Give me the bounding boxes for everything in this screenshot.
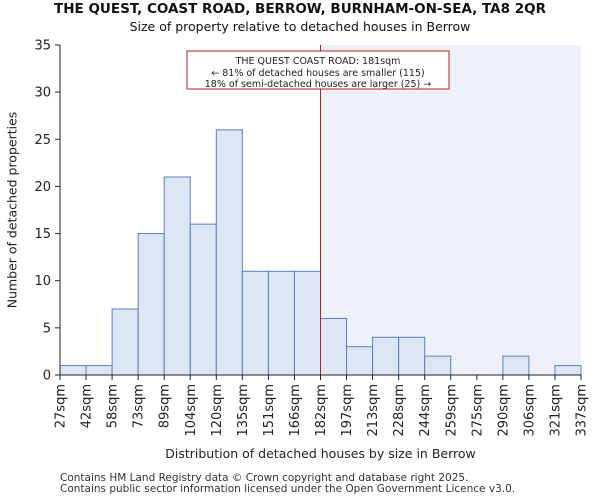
x-tick-label-89sqm: 89sqm (158, 384, 173, 428)
y-tick-label-0: 0 (43, 369, 51, 384)
y-tick-label-15: 15 (34, 227, 51, 242)
annotation-line-0: THE QUEST COAST ROAD: 181sqm (235, 56, 401, 67)
x-tick-label-306sqm: 306sqm (522, 384, 537, 437)
y-axis-label: Number of detached properties (5, 112, 20, 309)
x-tick-label-259sqm: 259sqm (444, 384, 459, 437)
x-axis-label: Distribution of detached houses by size … (165, 446, 476, 461)
x-tick-label-228sqm: 228sqm (392, 384, 407, 437)
bar-197sqm (346, 346, 374, 376)
bar-58sqm (111, 308, 139, 376)
chart-subtitle: Size of property relative to detached ho… (129, 19, 471, 34)
annotation-line-1: ← 81% of detached houses are smaller (11… (211, 68, 424, 79)
bar-27sqm (59, 365, 87, 376)
x-tick-label-213sqm: 213sqm (366, 384, 381, 437)
bar-73sqm (137, 233, 165, 376)
bar-104sqm (189, 223, 217, 376)
bar-321sqm (554, 365, 582, 376)
bar-290sqm (502, 355, 530, 376)
x-tick-label-151sqm: 151sqm (262, 384, 277, 437)
x-tick-label-135sqm: 135sqm (236, 384, 251, 437)
bar-89sqm (163, 176, 191, 376)
x-tick-label-104sqm: 104sqm (184, 384, 199, 437)
x-tick-label-42sqm: 42sqm (80, 384, 95, 428)
y-tick-label-25: 25 (34, 133, 51, 148)
x-tick-label-27sqm: 27sqm (54, 384, 69, 428)
x-tick-label-73sqm: 73sqm (132, 384, 147, 428)
x-tick-label-244sqm: 244sqm (418, 384, 433, 437)
y-tick-label-5: 5 (43, 321, 51, 336)
x-tick-label-275sqm: 275sqm (470, 384, 485, 437)
annotation-line-2: 18% of semi-detached houses are larger (… (205, 79, 432, 90)
x-tick-label-166sqm: 166sqm (288, 384, 303, 437)
x-tick-label-58sqm: 58sqm (106, 384, 121, 428)
footer-copyright: Contains HM Land Registry data © Crown c… (60, 472, 469, 484)
bars-group (59, 129, 582, 376)
y-tick-label-35: 35 (34, 39, 51, 54)
bar-166sqm (293, 270, 322, 376)
y-tick-label-30: 30 (34, 86, 51, 101)
bar-213sqm (372, 336, 400, 376)
x-tick-label-197sqm: 197sqm (340, 384, 355, 437)
annotation-rect (186, 50, 450, 90)
footer-licence: Contains public sector information licen… (60, 483, 516, 495)
annotation-box: THE QUEST COAST ROAD: 181sqm ← 81% of de… (186, 50, 450, 90)
bar-151sqm (267, 270, 295, 376)
x-tick-label-290sqm: 290sqm (496, 384, 511, 437)
x-tick-label-182sqm: 182sqm (314, 384, 329, 437)
highlight-region (320, 45, 581, 375)
bar-182sqm (320, 317, 348, 376)
axes-group: 0 5 10 15 20 25 30 35 27sqm 42sqm 58sqm 73sqm 89sqm 1… (34, 39, 589, 437)
x-tick-label-337sqm: 337sqm (575, 384, 590, 437)
x-tick-label-321sqm: 321sqm (548, 384, 563, 437)
y-tick-label-10: 10 (34, 274, 51, 289)
chart-title: THE QUEST, COAST ROAD, BERROW, BURNHAM-O… (54, 1, 546, 17)
bar-120sqm (215, 129, 243, 376)
bar-244sqm (424, 355, 452, 376)
x-tick-label-120sqm: 120sqm (210, 384, 225, 437)
bar-42sqm (85, 365, 113, 376)
bar-228sqm (398, 336, 426, 376)
y-tick-label-20: 20 (34, 180, 51, 195)
bar-135sqm (241, 270, 269, 376)
